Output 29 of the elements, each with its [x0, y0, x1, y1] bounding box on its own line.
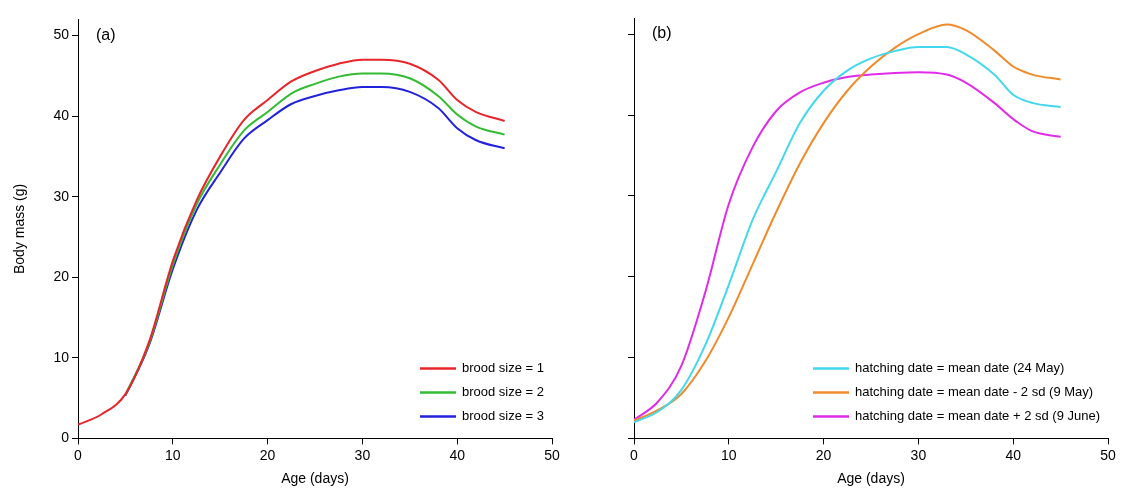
legend-label: hatching date = mean date (24 May): [855, 359, 1065, 375]
x-tick-label: 20: [815, 446, 832, 463]
y-tick-label: 10: [53, 348, 70, 365]
legend-label: brood size = 1: [461, 359, 545, 375]
x-tick-label: 0: [630, 446, 639, 463]
x-axis-title: Age (days): [281, 470, 349, 487]
legend-label: brood size = 2: [461, 383, 545, 399]
x-tick-label: 40: [1005, 446, 1022, 463]
annotation: (a): [96, 25, 116, 43]
x-axis-title: Age (days): [837, 470, 905, 487]
x-tick-label: 40: [449, 446, 466, 463]
y-tick-label: 0: [61, 429, 70, 446]
legend-label: brood size = 3: [461, 407, 545, 423]
x-tick-label: 50: [544, 446, 560, 463]
x-tick-label: 50: [1100, 446, 1116, 463]
y-tick-label: 30: [53, 187, 70, 204]
y-tick-label: 20: [53, 268, 70, 285]
legend-label: hatching date = mean date - 2 sd (9 May): [855, 383, 1094, 399]
y-tick-label: 50: [53, 26, 70, 43]
x-tick-label: 20: [259, 446, 276, 463]
x-tick-label: 0: [74, 446, 83, 463]
x-tick-label: 10: [165, 446, 181, 463]
legend-label: hatching date = mean date + 2 sd (9 June): [855, 407, 1101, 423]
x-tick-label: 10: [721, 446, 737, 463]
y-tick-label: 40: [53, 106, 70, 123]
annotation: (b): [652, 24, 672, 42]
y-axis-title: Body mass (g): [11, 183, 28, 275]
x-tick-label: 30: [354, 446, 371, 463]
x-tick-label: 30: [910, 446, 927, 463]
